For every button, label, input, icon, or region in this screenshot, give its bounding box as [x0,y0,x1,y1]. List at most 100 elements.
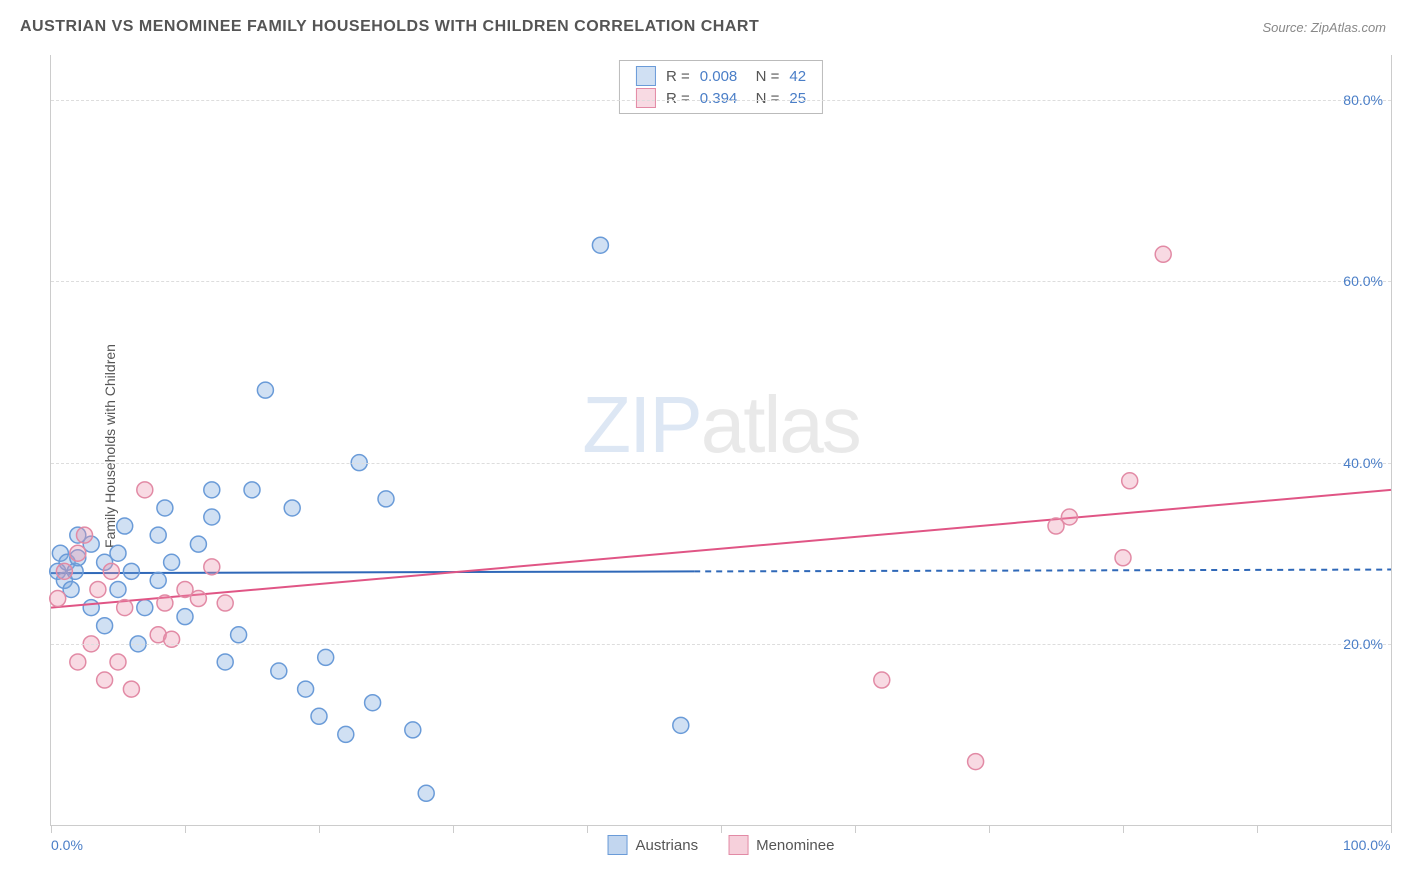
trend-line-dashed-austrians [694,570,1391,572]
stat-n-austrian: 42 [789,68,806,85]
data-point-menominee [164,631,180,647]
xtick-mark [51,825,52,833]
ytick-label: 20.0% [1343,636,1383,652]
data-point-menominee [874,672,890,688]
gridline [51,644,1391,645]
legend-item-menominee: Menominee [728,835,834,855]
data-point-menominee [190,591,206,607]
gridline [51,100,1391,101]
stat-r-label: R = [666,90,690,107]
data-point-austrians [204,482,220,498]
data-point-menominee [1061,509,1077,525]
trend-line-austrians [51,571,694,573]
data-point-menominee [1115,550,1131,566]
xtick-mark [721,825,722,833]
ytick-label: 60.0% [1343,273,1383,289]
data-point-austrians [673,717,689,733]
scatter-chart: ZIPatlas R = 0.008 N = 42 R = 0.394 N = … [50,55,1392,826]
chart-title: AUSTRIAN VS MENOMINEE FAMILY HOUSEHOLDS … [20,18,759,36]
data-point-austrians [137,600,153,616]
chart-header: AUSTRIAN VS MENOMINEE FAMILY HOUSEHOLDS … [20,18,1386,36]
xtick-label: 100.0% [1343,837,1390,853]
xtick-mark [1391,825,1392,833]
data-point-menominee [70,545,86,561]
stat-n-label: N = [747,90,779,107]
data-point-austrians [338,726,354,742]
xtick-mark [1123,825,1124,833]
data-point-menominee [70,654,86,670]
data-point-austrians [271,663,287,679]
data-point-menominee [968,754,984,770]
data-point-austrians [97,618,113,634]
data-point-austrians [405,722,421,738]
data-point-menominee [90,581,106,597]
data-point-austrians [244,482,260,498]
data-point-austrians [157,500,173,516]
data-point-austrians [318,649,334,665]
data-point-austrians [164,554,180,570]
stat-n-label: N = [747,68,779,85]
stats-legend: R = 0.008 N = 42 R = 0.394 N = 25 [619,60,823,114]
data-point-menominee [123,681,139,697]
data-point-austrians [83,600,99,616]
data-point-austrians [231,627,247,643]
data-point-menominee [110,654,126,670]
data-point-austrians [592,237,608,253]
ytick-label: 80.0% [1343,92,1383,108]
stat-r-menominee: 0.394 [700,90,738,107]
data-point-austrians [365,695,381,711]
data-point-austrians [177,609,193,625]
data-point-austrians [298,681,314,697]
data-point-menominee [217,595,233,611]
stat-r-austrian: 0.008 [700,68,738,85]
xtick-mark [855,825,856,833]
bottom-legend: Austrians Menominee [608,835,835,855]
data-point-menominee [97,672,113,688]
data-point-austrians [418,785,434,801]
xtick-mark [989,825,990,833]
data-point-austrians [284,500,300,516]
xtick-mark [319,825,320,833]
swatch-menominee [636,88,656,108]
stats-row-austrians: R = 0.008 N = 42 [636,65,806,87]
stats-row-menominee: R = 0.394 N = 25 [636,87,806,109]
gridline [51,463,1391,464]
xtick-mark [453,825,454,833]
data-point-menominee [56,563,72,579]
stat-n-menominee: 25 [789,90,806,107]
gridline [51,281,1391,282]
data-point-austrians [110,545,126,561]
chart-source: Source: ZipAtlas.com [1262,20,1386,35]
plot-svg [51,55,1391,825]
data-point-austrians [150,527,166,543]
data-point-austrians [117,518,133,534]
data-point-austrians [123,563,139,579]
trend-line-menominee [51,490,1391,608]
data-point-menominee [117,600,133,616]
data-point-menominee [103,563,119,579]
legend-swatch-austrians [608,835,628,855]
data-point-austrians [311,708,327,724]
stat-r-label: R = [666,68,690,85]
data-point-menominee [1122,473,1138,489]
data-point-menominee [1155,246,1171,262]
ytick-label: 40.0% [1343,455,1383,471]
legend-label-austrians: Austrians [636,837,699,854]
data-point-austrians [150,572,166,588]
data-point-austrians [190,536,206,552]
xtick-mark [587,825,588,833]
data-point-menominee [77,527,93,543]
data-point-menominee [50,591,66,607]
data-point-menominee [157,595,173,611]
data-point-austrians [204,509,220,525]
legend-swatch-menominee [728,835,748,855]
xtick-mark [185,825,186,833]
data-point-austrians [257,382,273,398]
xtick-mark [1257,825,1258,833]
data-point-austrians [378,491,394,507]
legend-label-menominee: Menominee [756,837,834,854]
data-point-austrians [110,581,126,597]
xtick-label: 0.0% [51,837,83,853]
swatch-austrians [636,66,656,86]
data-point-menominee [137,482,153,498]
